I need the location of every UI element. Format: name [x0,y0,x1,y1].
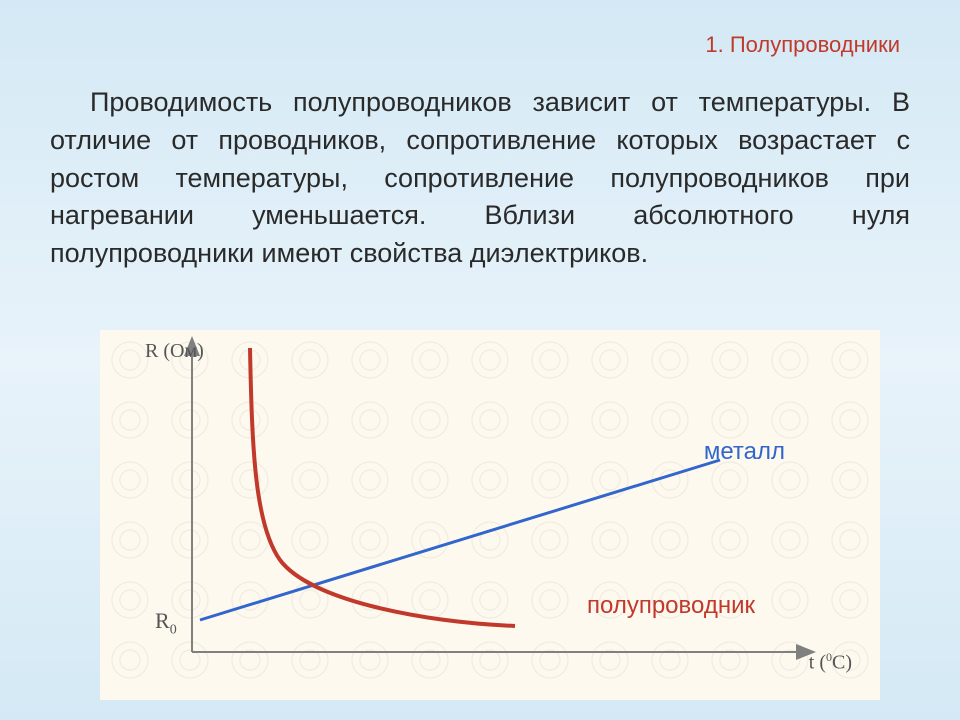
r0-label: R0 [155,608,177,638]
body-paragraph: Проводимость полупроводников зависит от … [50,84,910,273]
chart-svg [100,330,880,700]
semiconductor-curve [250,348,515,626]
metal-label: металл [704,438,785,466]
resistance-chart: R (Ом) t (0C) R0 металл полупроводник [100,330,880,700]
section-header: 1. Полупроводники [705,32,900,58]
y-axis-label: R (Ом) [145,340,204,363]
paragraph-text: Проводимость полупроводников зависит от … [50,87,910,268]
x-axis-label: t (0C) [809,650,852,675]
semiconductor-label: полупроводник [587,592,755,620]
